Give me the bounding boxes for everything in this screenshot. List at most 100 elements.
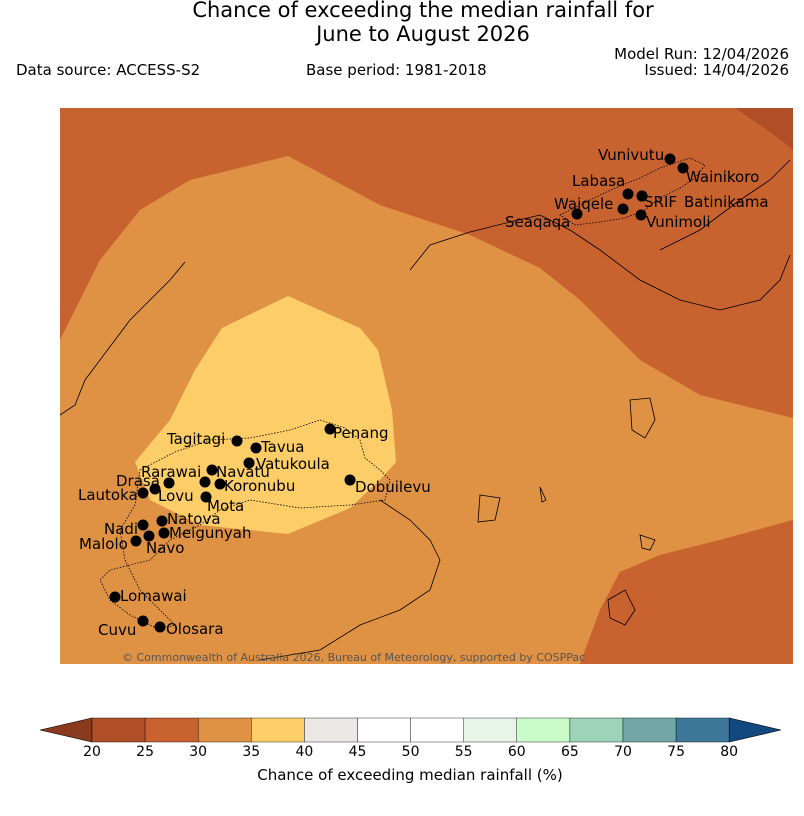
colorbar-segment-75-80 xyxy=(675,717,730,743)
colorbar-tick-45: 45 xyxy=(348,744,367,760)
colorbar-tick-35: 35 xyxy=(242,744,261,760)
colorbar-segment-20-25 xyxy=(91,717,146,743)
station-label-waiqele: Waiqele xyxy=(554,195,613,213)
station-marker-tavua xyxy=(250,442,262,454)
coastlines xyxy=(59,157,791,661)
outline-2 xyxy=(59,261,186,416)
station-marker-labasa xyxy=(622,188,634,200)
station-label-vunivutu: Vunivutu xyxy=(598,146,664,164)
station-marker-nadi xyxy=(137,519,149,531)
station-label-vunimoli: Vunimoli xyxy=(646,213,711,231)
colorbar-over-arrow xyxy=(728,717,782,743)
map-area xyxy=(60,108,793,664)
station-label-drasa: Drasa xyxy=(116,472,160,490)
chart-title: Chance of exceeding the median rainfall … xyxy=(0,0,804,46)
outline-3 xyxy=(259,499,441,661)
station-label-mota: Mota xyxy=(207,497,244,515)
map-band-35-40 xyxy=(135,296,396,534)
station-label-tavua: Tavua xyxy=(260,438,304,456)
station-marker-lomawai xyxy=(109,591,121,603)
station-marker-navatu xyxy=(199,476,211,488)
map-band-30-35 xyxy=(60,156,793,664)
colorbar-tick-30: 30 xyxy=(189,744,208,760)
station-label-tagitagi: Tagitagi xyxy=(166,430,225,448)
station-label-rarawai: Rarawai xyxy=(141,463,201,481)
station-marker-dobuilevu xyxy=(344,474,356,486)
title-line-1: Chance of exceeding the median rainfall … xyxy=(192,0,654,22)
station-marker-olosara xyxy=(154,621,166,633)
station-label-nadi: Nadi xyxy=(104,520,138,538)
station-label-seaqaqa: Seaqaqa xyxy=(505,213,570,231)
station-marker-batinikama xyxy=(636,190,648,202)
colorbar-tick-20: 20 xyxy=(83,744,101,760)
title-line-2: June to August 2026 xyxy=(316,22,530,46)
station-label-navatu: Navatu xyxy=(216,463,270,481)
colorbar-segment-70-75 xyxy=(622,717,677,743)
station-label-meigunyah: Meigunyah xyxy=(169,524,251,542)
station-marker-vunimoli xyxy=(635,209,647,221)
station-label-olosara: Olosara xyxy=(166,620,224,638)
station-marker-navo xyxy=(143,530,155,542)
station-marker-vunivutu xyxy=(664,153,676,165)
station-label-lovu: Lovu xyxy=(158,487,194,505)
vanua-levu-coast xyxy=(559,157,706,226)
colorbar xyxy=(39,717,782,743)
station-label-labasa: Labasa xyxy=(572,172,625,190)
station-marker-koronubu xyxy=(214,478,226,490)
station-marker-vatukoula xyxy=(243,457,255,469)
outline-9 xyxy=(539,486,547,503)
station-label-lomawai: Lomawai xyxy=(120,587,187,605)
station-label-batinikama: Batinikama xyxy=(684,193,769,211)
outline-5 xyxy=(477,494,501,523)
station-marker-natova xyxy=(156,515,168,527)
colorbar-segment-25-30 xyxy=(144,717,199,743)
colorbar-segment-55-60 xyxy=(463,717,518,743)
station-label-natova: Natova xyxy=(167,510,221,528)
outline-1 xyxy=(409,214,791,311)
station-marker-meigunyah xyxy=(158,527,170,539)
station-label-cuvu: Cuvu xyxy=(98,621,136,639)
issued-text: Issued: 14/04/2026 xyxy=(644,61,789,79)
colorbar-segment-30-35 xyxy=(197,717,252,743)
outline-8 xyxy=(639,534,656,551)
station-label-koronubu: Koronubu xyxy=(224,477,295,495)
station-marker-malolo xyxy=(130,535,142,547)
base-period-text: Base period: 1981-2018 xyxy=(306,61,487,79)
colorbar-under-arrow xyxy=(39,717,93,743)
station-marker-cuvu xyxy=(137,615,149,627)
station-label-srif: SRIF xyxy=(644,193,677,211)
station-layer: Vunivutu Wainikoro Labasa Waiqele SRIF Batini… xyxy=(78,146,769,639)
station-marker-penang xyxy=(324,423,336,435)
colorbar-tick-80: 80 xyxy=(720,744,739,760)
station-marker-mota xyxy=(200,491,212,503)
colorbar-segment-45-50 xyxy=(357,717,411,743)
model-run-text: Model Run: 12/04/2026 xyxy=(614,45,789,63)
data-source-text: Data source: ACCESS-S2 xyxy=(16,61,201,79)
map-band-20-25 xyxy=(735,108,793,150)
station-marker-drasa xyxy=(163,477,175,489)
viti-levu-coast xyxy=(99,419,391,631)
outline-6 xyxy=(607,589,636,626)
colorbar-tick-60: 60 xyxy=(507,744,526,760)
colorbar-segment-60-65 xyxy=(516,717,571,743)
colorbar-tick-55: 55 xyxy=(454,744,473,760)
map-band-25-30-south-east xyxy=(580,520,793,664)
station-marker-lovu xyxy=(149,483,161,495)
colorbar-tick-65: 65 xyxy=(560,744,579,760)
colorbar-segment-50-55 xyxy=(410,717,464,743)
colorbar-segment-65-70 xyxy=(569,717,624,743)
colorbar-tick-75: 75 xyxy=(667,744,686,760)
colorbar-tick-50: 50 xyxy=(401,744,420,760)
colorbar-tick-25: 25 xyxy=(136,744,155,760)
station-marker-seaqaqa xyxy=(571,208,583,220)
outline-7 xyxy=(659,159,791,251)
station-marker-rarawai xyxy=(206,464,218,476)
station-marker-wainikoro xyxy=(677,162,689,174)
station-marker-lautoka xyxy=(137,487,149,499)
station-label-lautoka: Lautoka xyxy=(78,486,138,504)
colorbar-segment-40-45 xyxy=(304,717,358,743)
station-label-malolo: Malolo xyxy=(79,535,128,553)
station-label-wainikoro: Wainikoro xyxy=(686,168,759,186)
colorbar-tick-40: 40 xyxy=(295,744,314,760)
